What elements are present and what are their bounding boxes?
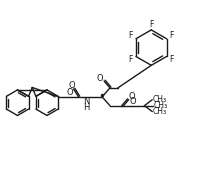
Text: F: F bbox=[129, 31, 133, 40]
Text: F: F bbox=[169, 31, 174, 40]
Text: F: F bbox=[169, 55, 174, 64]
Text: F: F bbox=[149, 20, 153, 29]
Text: O: O bbox=[68, 81, 75, 89]
Text: H: H bbox=[83, 103, 89, 112]
Text: O: O bbox=[97, 74, 103, 83]
Text: F: F bbox=[129, 55, 133, 64]
Text: CH₃: CH₃ bbox=[153, 107, 167, 116]
Text: CH₃: CH₃ bbox=[154, 101, 168, 110]
Text: O: O bbox=[128, 92, 135, 101]
Text: CH₃: CH₃ bbox=[153, 95, 167, 104]
Text: O: O bbox=[129, 97, 136, 106]
Text: N: N bbox=[83, 97, 89, 106]
Text: O: O bbox=[66, 88, 73, 97]
